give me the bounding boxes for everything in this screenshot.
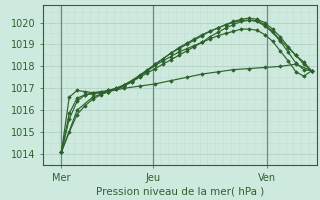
X-axis label: Pression niveau de la mer( hPa ): Pression niveau de la mer( hPa ) bbox=[96, 187, 264, 197]
